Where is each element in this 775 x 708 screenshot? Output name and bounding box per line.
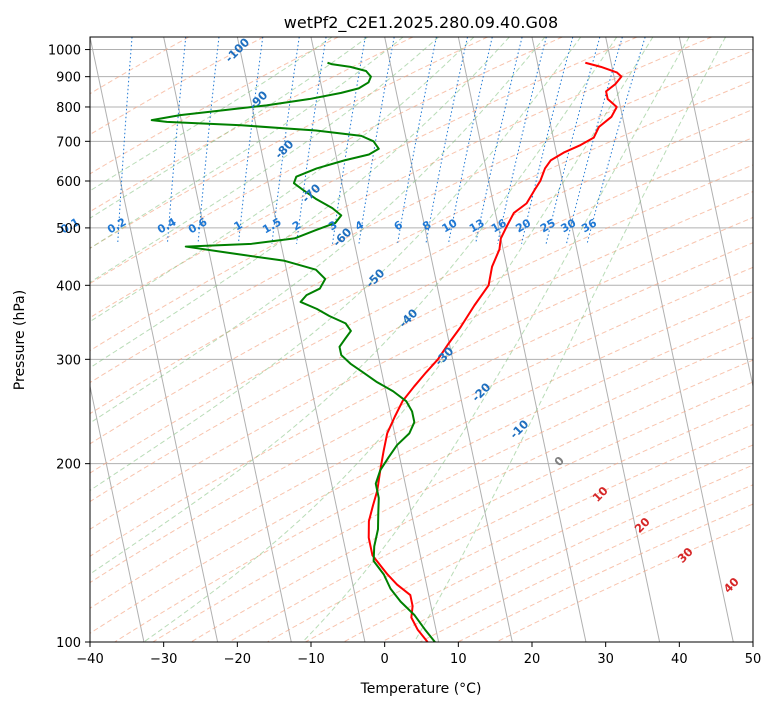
x-tick-label: 0 (381, 652, 389, 667)
moist-adiabat-20 (90, 37, 546, 424)
temperature-line (367, 61, 623, 642)
y-tick-label: 300 (56, 353, 81, 368)
dry-adiabat-90 (90, 164, 753, 503)
dry-adiabat-40 (90, 37, 712, 352)
isotherm-0 (384, 37, 513, 642)
mixing-ratio-line-5 (271, 37, 300, 244)
dry-adiabat-150 (114, 314, 753, 642)
mixing-ratio-line-7 (332, 37, 366, 244)
mixing-ratio-line-11 (447, 37, 493, 244)
plot-frame (89, 36, 754, 643)
mixing-ratio-line-3 (197, 37, 220, 244)
dry-adiabat-120 (90, 242, 753, 584)
dry-adiabat--10 (90, 37, 339, 175)
chart-title: wetPf2_C2E1.2025.280.09.40.G08 (284, 13, 558, 33)
dry-adiabat-0 (90, 37, 414, 213)
moist-adiabat-10 (90, 37, 475, 323)
y-tick-label: 800 (56, 101, 81, 116)
mixing-ratio-line-12 (475, 37, 523, 244)
x-tick-label: −20 (224, 652, 251, 667)
mixing-ratio-line-16 (565, 37, 623, 244)
y-tick-label: 1000 (48, 44, 81, 59)
moist-adiabat-25 (90, 37, 582, 492)
mixing-ratio-line-17 (586, 37, 646, 244)
y-tick-label: 100 (56, 636, 81, 651)
dry-adiabat-20 (90, 37, 563, 285)
y-axis: 100 200 300 400 500 600 700 800 900 1000 (48, 44, 90, 651)
x-tick-label: −30 (150, 652, 177, 667)
moist-adiabat-40 (302, 37, 690, 642)
x-tick-label: −10 (297, 652, 324, 667)
moist-adiabat-30 (90, 37, 618, 575)
mixing-ratio-line-2 (166, 37, 187, 244)
data-lines (150, 61, 623, 642)
y-tick-label: 200 (56, 458, 81, 473)
mixing-ratio-line-15 (545, 37, 601, 244)
isotherm-10 (457, 37, 587, 642)
mixing-ratio-line-4 (237, 37, 264, 244)
dry-adiabat-160 (152, 337, 753, 642)
isotherm--30 (163, 37, 292, 642)
dewpoint-line (150, 61, 436, 642)
background-lines (90, 37, 753, 642)
dry-adiabat-100 (90, 190, 753, 530)
dry-adiabat-80 (90, 137, 753, 474)
mixing-ratio-line-9 (397, 37, 437, 244)
mixing-ratio-line-8 (358, 37, 395, 244)
mixing-ratio-line-10 (425, 37, 468, 244)
x-axis-label: Temperature (°C) (360, 681, 482, 697)
x-tick-label: 30 (597, 652, 614, 667)
mixing-ratio-line-1 (117, 37, 133, 244)
x-tick-label: 40 (671, 652, 688, 667)
isotherm-40 (678, 37, 753, 389)
x-axis: −40 −30 −20 −10 0 10 20 30 40 50 (76, 642, 761, 667)
moist-adiabat-0 (90, 37, 404, 249)
y-tick-label: 900 (56, 71, 81, 86)
isotherm--40 (90, 37, 219, 642)
moist-adiabat-45 (413, 37, 727, 642)
isotherm--20 (236, 37, 366, 642)
moist-adiabat--10 (90, 37, 333, 192)
x-tick-label: 10 (450, 652, 467, 667)
dry-adiabat-30 (90, 37, 638, 319)
mixing-ratio-line-6 (296, 37, 327, 244)
moist-adiabat--5 (90, 37, 368, 219)
dry-adiabat-130 (90, 266, 753, 609)
y-tick-label: 500 (56, 222, 81, 237)
isotherm--50 (90, 383, 145, 642)
x-tick-label: −40 (76, 652, 103, 667)
x-tick-label: 50 (745, 652, 762, 667)
moist-adiabat-15 (90, 37, 510, 369)
moist-adiabat-35 (143, 37, 654, 642)
y-tick-label: 600 (56, 175, 81, 190)
y-tick-label: 400 (56, 279, 81, 294)
x-tick-label: 20 (524, 652, 541, 667)
dry-adiabat-10 (90, 37, 488, 249)
isotherm-20 (531, 37, 661, 642)
dry-adiabat-60 (90, 79, 753, 415)
dry-adiabat-140 (90, 290, 753, 634)
y-tick-label: 700 (56, 135, 81, 150)
moist-adiabat-5 (90, 37, 439, 283)
dry-adiabat-70 (90, 108, 753, 445)
y-axis-label: Pressure (hPa) (12, 290, 28, 390)
dry-adiabat--20 (90, 37, 264, 136)
